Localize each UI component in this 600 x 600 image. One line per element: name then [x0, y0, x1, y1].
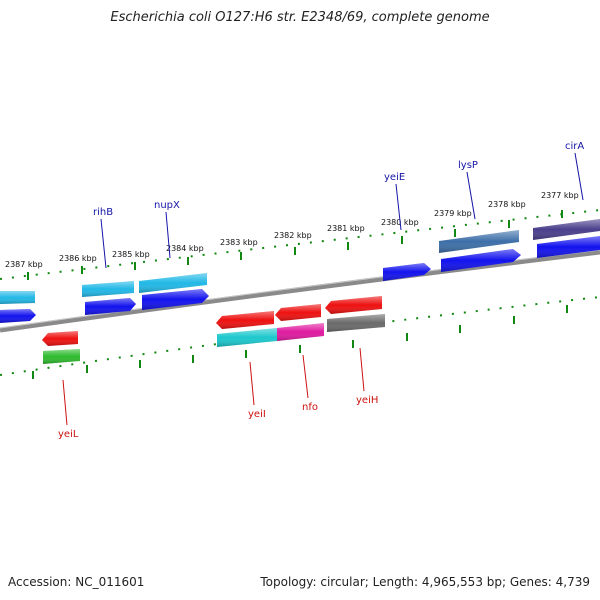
scale-label: 2382 kbp [274, 231, 312, 240]
gene-arrow-shade [383, 263, 431, 281]
gene-block-shade [327, 314, 385, 332]
gene-label-rihB[interactable]: rihB [93, 207, 113, 218]
gene-block-shade [439, 230, 519, 253]
gene-block-shade [533, 219, 600, 240]
scale-label: 2383 kbp [220, 238, 258, 247]
scale-label: 2384 kbp [166, 244, 204, 253]
reverse-gene-labels: yeiL yeiI nfo yeiH [58, 395, 378, 440]
gene-label-lysP[interactable]: lysP [458, 160, 478, 171]
gene-label-yeiI[interactable]: yeiI [248, 409, 266, 420]
forward-scale-line [0, 209, 600, 280]
gene-arrow-shade [42, 331, 78, 346]
reverse-label-leaders [62, 347, 365, 426]
gene-block-shade [217, 328, 277, 347]
genome-summary: Topology: circular; Length: 4,965,553 bp… [260, 575, 590, 589]
scale-label: 2377 kbp [541, 191, 579, 200]
reverse-cog-row [43, 314, 385, 364]
gene-block-shade [82, 281, 134, 297]
scale-label: 2387 kbp [5, 260, 43, 269]
gene-label-yeiE[interactable]: yeiE [384, 172, 405, 183]
gene-label-yeiH[interactable]: yeiH [356, 395, 378, 406]
gene-label-nfo[interactable]: nfo [302, 402, 318, 413]
gene-arrow-shade [85, 298, 136, 315]
scale-label: 2379 kbp [434, 209, 472, 218]
gene-arrow-shade [537, 236, 600, 258]
gene-arrow-shade [275, 304, 321, 321]
scale-major-ticks-lower [32, 305, 568, 379]
gene-block-shade [139, 273, 207, 293]
forward-gene-row [0, 236, 600, 323]
accession-label: Accession: NC_011601 [8, 575, 145, 589]
genome-backbone-highlight [0, 249, 600, 329]
genome-backbone [0, 249, 600, 333]
forward-gene-labels: rihB nupX yeiE lysP cirA [93, 141, 584, 218]
gene-block-shade [277, 323, 324, 341]
gene-label-yeiL[interactable]: yeiL [58, 429, 79, 440]
scale-label: 2378 kbp [488, 200, 526, 209]
scale-label: 2386 kbp [59, 254, 97, 263]
gene-arrow-shade [142, 289, 209, 310]
scale-label: 2381 kbp [327, 224, 365, 233]
gene-label-nupX[interactable]: nupX [154, 200, 180, 211]
gene-label-cirA[interactable]: cirA [565, 141, 584, 152]
reverse-scale-line [0, 296, 600, 376]
reverse-gene-row [42, 296, 382, 346]
scale-major-ticks [27, 210, 563, 280]
gene-arrow-shade [216, 311, 274, 329]
gene-arrow-shade [441, 249, 521, 272]
gene-arrow-shade [0, 309, 36, 323]
forward-cog-row [0, 219, 600, 304]
gene-block-shade [0, 291, 35, 304]
scale-label: 2385 kbp [112, 250, 150, 259]
gene-arrow-shade [325, 296, 382, 314]
forward-label-leaders [100, 152, 584, 269]
gene-block-shade [43, 349, 80, 364]
map-title: Escherichia coli O127:H6 str. E2348/69, … [110, 10, 490, 25]
